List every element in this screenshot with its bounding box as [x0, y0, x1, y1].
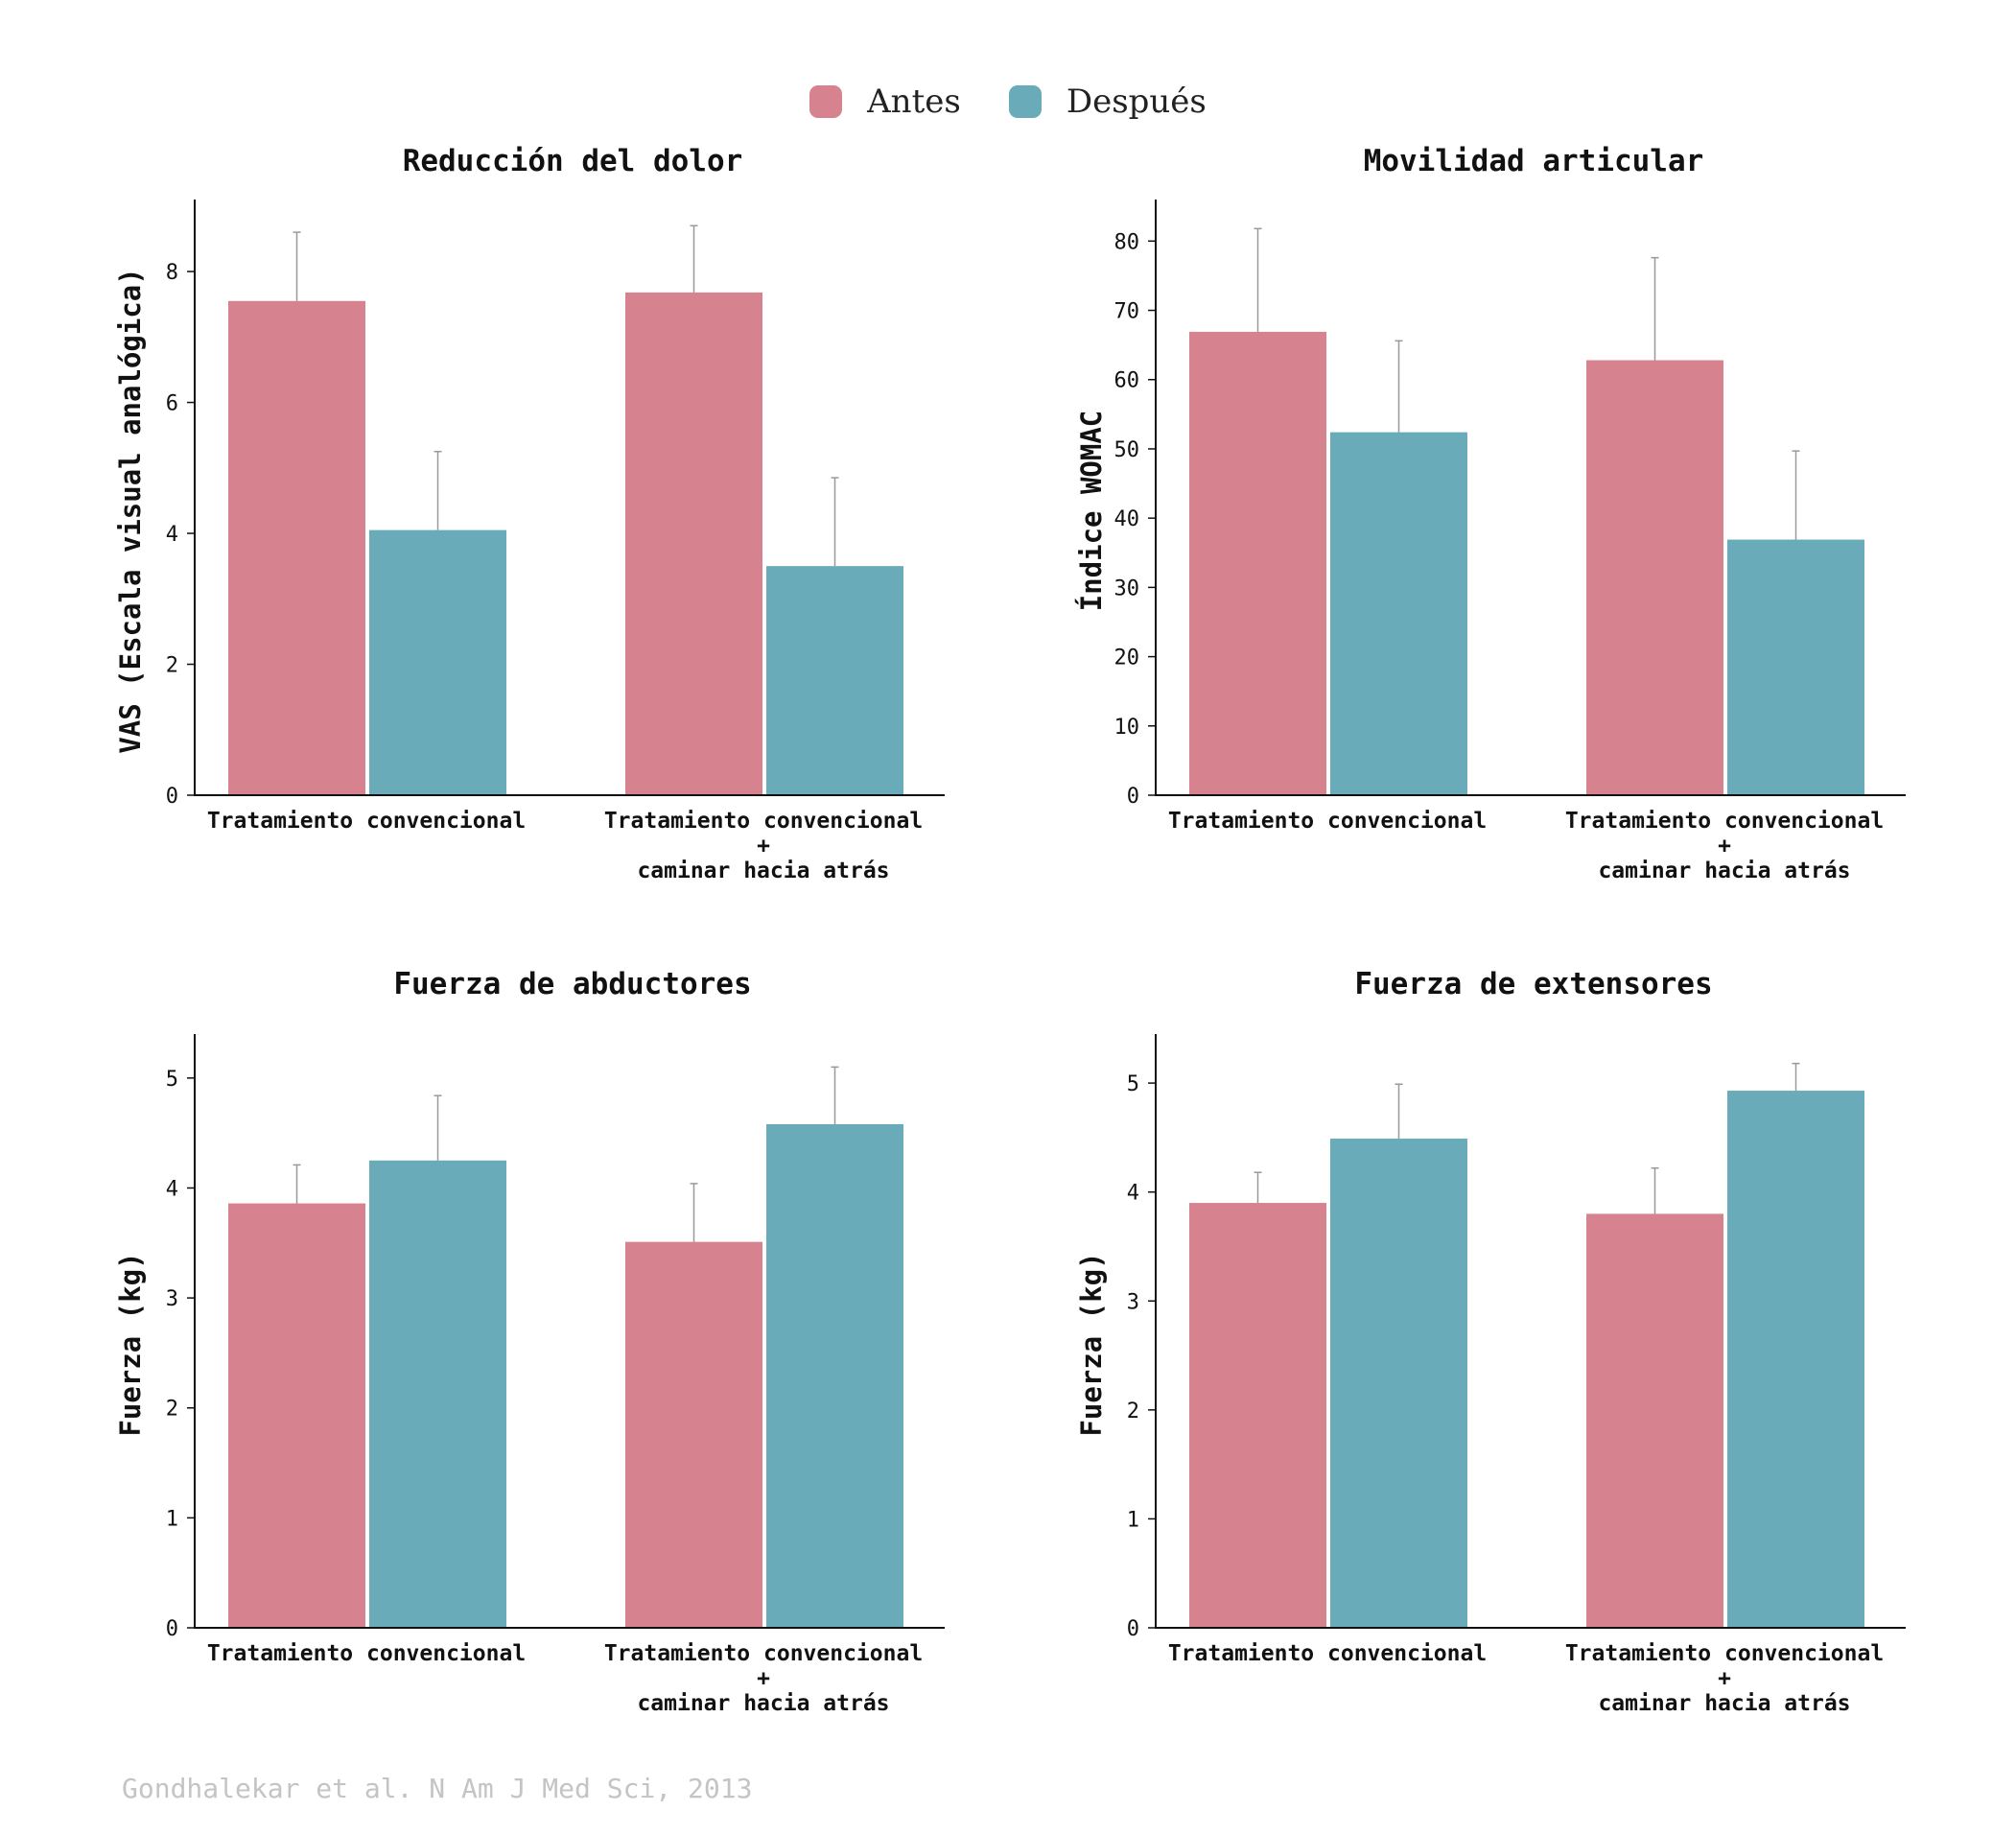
panel-4-title: Fuerza de extensores — [1354, 967, 1712, 1001]
legend-swatch-despues — [1008, 85, 1042, 118]
panel-3-ylabel: Fuerza (kg) — [114, 1252, 147, 1436]
panel-4-bar-después-2 — [1727, 1091, 1864, 1628]
panel-1-bar-antes-2 — [625, 292, 762, 795]
panel-2-xtick-label-2-2: + — [1718, 834, 1731, 859]
panel-1-ytick-label-2: 2 — [166, 654, 178, 678]
panel-1-bar-después-2 — [766, 566, 903, 795]
panel-2-ytick-label-20: 20 — [1114, 647, 1140, 670]
panel-2-ytick-label-40: 40 — [1114, 507, 1140, 531]
panel-1-xtick-label-2-1: Tratamiento convencional — [604, 809, 923, 834]
panel-1-ytick-label-0: 0 — [166, 785, 178, 809]
panel-4-xtick-label-1-1: Tratamiento convencional — [1168, 1641, 1487, 1666]
panel-1-bar-antes-1 — [228, 300, 365, 795]
panel-1-xtick-label-2-2: + — [757, 834, 770, 859]
legend-item-despues: Después — [1008, 82, 1207, 121]
legend: Antes Después — [0, 82, 2016, 121]
panel-2-ylabel: Índice WOMAC — [1075, 411, 1108, 612]
panel-2-ytick-label-30: 30 — [1114, 576, 1140, 600]
source-citation: Gondhalekar et al. N Am J Med Sci, 2013 — [122, 1773, 753, 1804]
panel-4-xtick-label-2-2: + — [1718, 1666, 1731, 1691]
panel-1-bar-después-1 — [369, 529, 506, 795]
panel-1-xtick-label-1-1: Tratamiento convencional — [207, 809, 526, 834]
panel-3-ytick-label-4: 4 — [166, 1177, 178, 1201]
panel-4-ytick-label-5: 5 — [1127, 1072, 1139, 1096]
panel-3-xtick-label-2-2: + — [757, 1666, 770, 1691]
legend-label-despues: Después — [1066, 82, 1207, 121]
panel-2-ytick-label-50: 50 — [1114, 438, 1140, 462]
legend-item-antes: Antes — [809, 82, 961, 121]
panel-3-ytick-label-1: 1 — [166, 1507, 178, 1531]
panel-2-xtick-label-1-1: Tratamiento convencional — [1168, 809, 1487, 834]
legend-label-antes: Antes — [867, 82, 961, 121]
panel-3-xtick-label-1-1: Tratamiento convencional — [207, 1641, 526, 1666]
panel-3-ytick-label-5: 5 — [166, 1068, 178, 1092]
panel-2-ytick-label-70: 70 — [1114, 300, 1140, 324]
panel-1-ytick-label-8: 8 — [166, 261, 178, 285]
panel-3-bar-antes-2 — [625, 1241, 762, 1628]
panel-2-ytick-label-60: 60 — [1114, 369, 1140, 393]
panel-3-bar-antes-1 — [228, 1203, 365, 1628]
panel-2-bar-después-1 — [1330, 432, 1467, 795]
legend-swatch-antes — [809, 85, 843, 118]
panel-4-ytick-label-1: 1 — [1127, 1508, 1139, 1532]
panel-3-bar-después-2 — [766, 1123, 903, 1628]
panel-2-bar-antes-1 — [1189, 331, 1326, 795]
panel-4-ytick-label-2: 2 — [1127, 1400, 1139, 1423]
panel-2-ytick-label-80: 80 — [1114, 230, 1140, 254]
panel-4-bar-después-1 — [1330, 1139, 1467, 1628]
panel-3-bar-después-1 — [369, 1160, 506, 1628]
panel-2-xtick-label-2-3: caminar hacia atrás — [1598, 859, 1850, 883]
panel-4-xtick-label-2-3: caminar hacia atrás — [1598, 1691, 1850, 1716]
panel-2-ytick-label-10: 10 — [1114, 716, 1140, 740]
panel-3-title: Fuerza de abductores — [393, 967, 751, 1001]
panel-1-title: Reducción del dolor — [403, 144, 743, 178]
panel-4-ytick-label-4: 4 — [1127, 1182, 1139, 1206]
panel-4-ytick-label-0: 0 — [1127, 1617, 1139, 1641]
panel-2-ytick-label-0: 0 — [1127, 785, 1139, 809]
panel-4-bar-antes-2 — [1586, 1213, 1723, 1628]
panel-3-ytick-label-0: 0 — [166, 1617, 178, 1641]
panel-2-xtick-label-2-1: Tratamiento convencional — [1565, 809, 1884, 834]
panel-2-bar-antes-2 — [1586, 360, 1723, 795]
panel-4-ylabel: Fuerza (kg) — [1075, 1252, 1108, 1436]
panel-1-ylabel: VAS (Escala visual analógica) — [114, 268, 147, 753]
panel-1-xtick-label-2-3: caminar hacia atrás — [637, 859, 889, 883]
panel-4-xtick-label-2-1: Tratamiento convencional — [1565, 1641, 1884, 1666]
panel-1-ytick-label-4: 4 — [166, 523, 178, 547]
panel-1-ytick-label-6: 6 — [166, 392, 178, 416]
panel-3-ytick-label-2: 2 — [166, 1398, 178, 1422]
panel-3-ytick-label-3: 3 — [166, 1287, 178, 1311]
panel-3-xtick-label-2-3: caminar hacia atrás — [637, 1691, 889, 1716]
panel-4-bar-antes-1 — [1189, 1203, 1326, 1628]
panel-3-xtick-label-2-1: Tratamiento convencional — [604, 1641, 923, 1666]
panel-2-bar-después-2 — [1727, 539, 1864, 795]
panel-2-title: Movilidad articular — [1364, 144, 1704, 178]
panel-4-ytick-label-3: 3 — [1127, 1290, 1139, 1314]
